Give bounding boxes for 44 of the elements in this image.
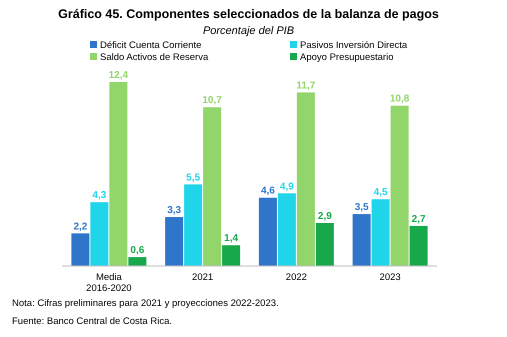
chart-subtitle: Porcentaje del PIB — [202, 25, 294, 37]
data-label: 2,7 — [412, 214, 426, 225]
chart-title: Gráfico 45. Componentes seleccionados de la balanza de pagos — [58, 7, 439, 21]
bar — [90, 202, 108, 266]
x-tick-label: 2023 — [380, 272, 401, 283]
data-label: 4,3 — [92, 190, 107, 202]
data-label: 2,2 — [73, 221, 88, 232]
bar — [258, 198, 277, 266]
bar — [278, 193, 296, 266]
bar — [128, 257, 146, 266]
data-label: 5,5 — [186, 172, 201, 184]
bar — [222, 245, 240, 266]
legend-label: Apoyo Presupuestario — [300, 52, 394, 63]
data-label: 4,9 — [280, 181, 294, 192]
bar — [203, 107, 222, 266]
x-tick-label: 2022 — [286, 272, 307, 283]
bar — [296, 92, 315, 266]
bar — [352, 214, 371, 266]
data-label: 3,5 — [354, 202, 370, 214]
data-label: 10,7 — [202, 95, 222, 106]
bar — [71, 233, 90, 266]
x-tick-label: 2021 — [192, 272, 214, 283]
data-label: 4,5 — [374, 187, 388, 198]
bar — [316, 222, 334, 266]
x-tick-label: Media 2016-2020 — [86, 272, 132, 294]
bar — [410, 226, 428, 266]
data-label: 1,4 — [224, 233, 238, 244]
text: Nota: Cifras preliminares para 2021 y proyecciones 2022-2023. — [12, 298, 279, 309]
data-label: 10,8 — [390, 94, 410, 105]
legend-label: Déficit Cuenta Corriente — [100, 40, 202, 51]
legend-label: Saldo Activos de Reserva — [100, 52, 209, 63]
bar — [390, 106, 409, 266]
bar — [184, 184, 202, 266]
data-label: 3,3 — [167, 205, 182, 216]
bar — [109, 82, 128, 266]
bar — [372, 199, 390, 266]
data-label: 0,6 — [130, 245, 145, 256]
data-label: 4,6 — [260, 186, 276, 197]
legend-label: Pasivos Inversión Directa — [300, 40, 408, 51]
bar — [165, 217, 184, 266]
data-label: 2,9 — [318, 210, 332, 222]
source-note: Fuente: Banco Central de Costa Rica. — [12, 316, 172, 327]
data-label: 12,4 — [108, 70, 129, 81]
data-label: 11,7 — [296, 80, 316, 92]
